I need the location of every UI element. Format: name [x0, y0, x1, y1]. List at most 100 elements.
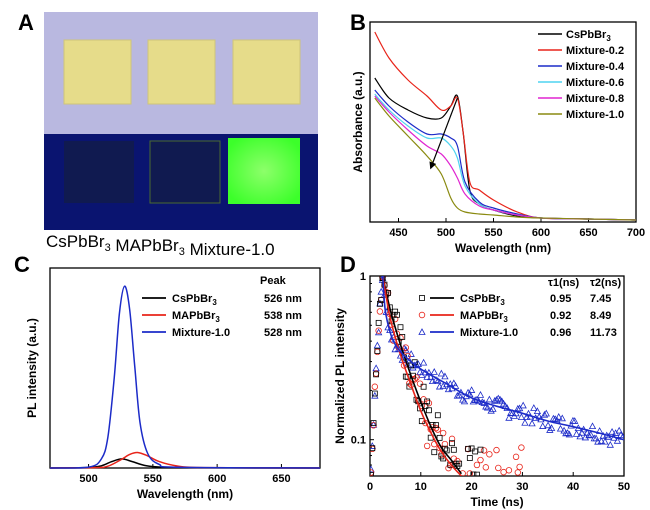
data-point [377, 296, 385, 304]
data-point [453, 391, 462, 399]
data-point [374, 328, 383, 336]
data-point [473, 461, 481, 469]
panel-c: C 500 550 600 650 Wavelength (nm) PL intensit… [14, 252, 321, 501]
x-axis-label: Wavelength (nm) [455, 241, 551, 255]
data-point [460, 397, 469, 405]
data-point [432, 424, 440, 432]
x-tick-label: 500 [79, 473, 97, 485]
data-point [397, 324, 404, 331]
data-point [571, 417, 579, 424]
data-point [468, 445, 475, 452]
decay-plot-area [370, 276, 624, 476]
panel-a: A CsPbBr3 MAPbBr3 Mixture-1.0 [18, 10, 318, 259]
data-point [439, 429, 447, 437]
data-point [517, 413, 526, 420]
legend-label: Mixture-0.2 [566, 45, 624, 57]
data-point [470, 471, 477, 476]
data-point [418, 418, 425, 425]
data-point [578, 428, 586, 436]
x-tick-label: 20 [465, 481, 477, 493]
panel-a-label: A [18, 10, 34, 35]
data-point [482, 464, 490, 471]
x-axis-label: Wavelength (nm) [137, 487, 233, 501]
y-axis-label: PL intensity (a.u.) [25, 318, 39, 418]
data-point [555, 412, 563, 420]
data-point [597, 437, 606, 444]
panel-d-label: D [340, 252, 356, 277]
data-point [426, 407, 432, 414]
data-point [514, 469, 522, 476]
legend-peak: 538 nm [264, 310, 302, 322]
data-point [449, 440, 455, 447]
film-uv-1 [64, 141, 134, 203]
x-tick-label: 650 [579, 227, 597, 239]
legend-label: MAPbBr3 [172, 310, 220, 324]
legend-label: Mixture-1.0 [566, 109, 624, 121]
data-point [556, 424, 565, 432]
data-point [512, 453, 520, 461]
legend-tau2: 11.73 [590, 327, 617, 339]
data-point [427, 373, 435, 381]
plot-frame [369, 21, 637, 223]
data-point [413, 374, 420, 381]
data-point [375, 319, 382, 326]
data-point [547, 424, 556, 431]
data-point [540, 410, 549, 418]
data-point [565, 430, 574, 438]
data-point [420, 383, 427, 390]
data-point [424, 398, 431, 405]
data-point [456, 460, 463, 467]
data-point [467, 386, 476, 393]
data-point [487, 406, 495, 414]
legend-peak: 528 nm [264, 327, 302, 339]
legend-tau1: 0.92 [550, 310, 571, 322]
data-point [613, 436, 622, 444]
data-point [394, 311, 400, 318]
x-tick-label: 550 [144, 473, 162, 485]
data-point [375, 327, 382, 334]
x-tick-label: 550 [484, 227, 502, 239]
legend-label: CsPbBr3 [460, 293, 505, 307]
absorbance-chart: 450 500 550 600 650 700 Wavelength (nm) Absorba… [351, 21, 645, 255]
legend-label: CsPbBr3 [172, 293, 217, 307]
legend-label: Mixture-1.0 [172, 327, 230, 339]
data-point [373, 371, 379, 378]
data-point [558, 414, 566, 422]
data-point [374, 348, 381, 354]
data-point [542, 409, 550, 417]
legend-marker [419, 295, 425, 301]
data-point [370, 465, 375, 473]
data-point [528, 419, 536, 427]
scatter-mixture-1-0 [370, 276, 624, 473]
x-tick-label: 10 [415, 481, 427, 493]
data-point [441, 372, 449, 380]
data-point [399, 334, 406, 340]
data-point [370, 420, 378, 428]
panel-d: D 0 10 20 30 40 50 0.1 1 Time (ns) Normalized PL … [333, 252, 630, 509]
legend-header: Peak [260, 275, 287, 287]
data-point [402, 344, 410, 351]
data-point [585, 431, 593, 439]
data-point [576, 432, 584, 440]
data-point [392, 308, 399, 315]
data-point [423, 442, 431, 450]
data-point [437, 369, 446, 377]
data-point [373, 341, 382, 349]
legend-tau1: 0.95 [550, 293, 571, 305]
x-tick-label: 500 [437, 227, 455, 239]
data-point [572, 430, 581, 437]
legend-peak: 526 nm [264, 293, 302, 305]
data-point [416, 380, 424, 387]
legend-tau1: 0.96 [550, 327, 571, 339]
film-daylight-1 [63, 39, 132, 105]
data-point [477, 456, 484, 464]
x-tick-label: 600 [532, 227, 550, 239]
data-point [370, 445, 376, 452]
data-point [588, 422, 597, 430]
film-daylight-2 [147, 39, 216, 105]
y-tick-label: 0.1 [351, 435, 366, 447]
legend-marker [418, 311, 426, 319]
legend-label: Mixture-0.4 [566, 61, 625, 73]
legend-tau2: 7.45 [590, 293, 611, 305]
